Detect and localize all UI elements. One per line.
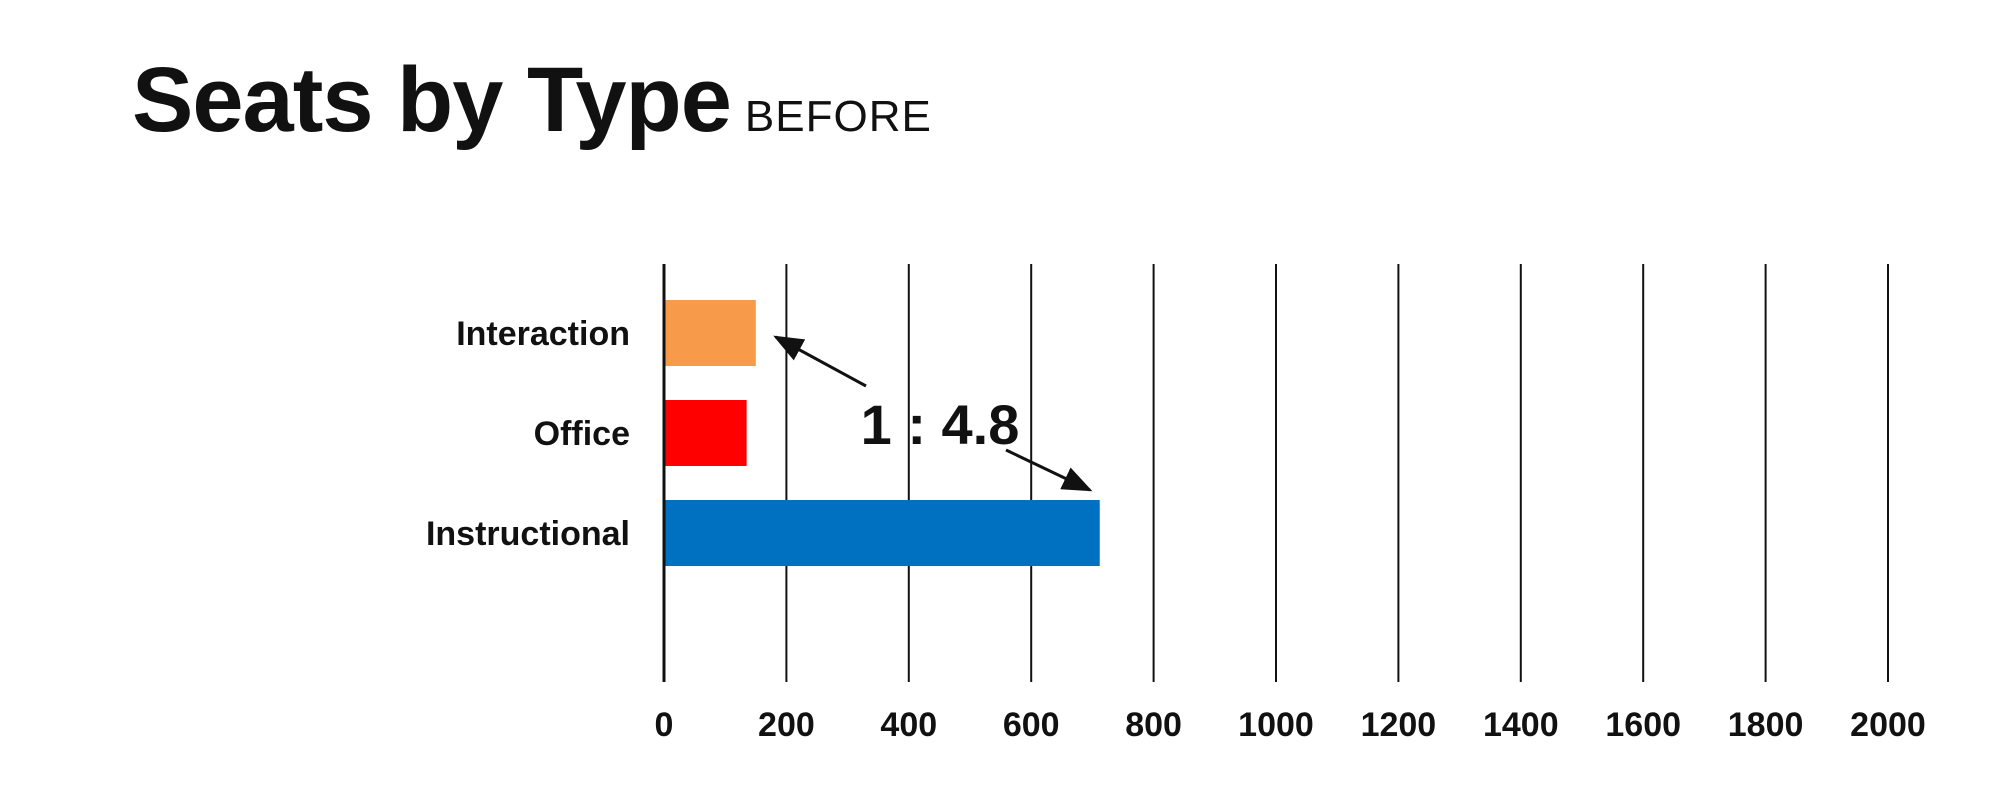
x-tick-label-1800: 1800 (1728, 706, 1804, 744)
category-label-office: Office (534, 415, 630, 453)
ratio-arrow-down (1005, 448, 1093, 492)
x-tick-label-0: 0 (655, 706, 674, 744)
bars (664, 300, 1100, 566)
x-tick-label-800: 800 (1125, 706, 1182, 744)
category-label-interaction: Interaction (456, 315, 630, 353)
bar-interaction (664, 300, 756, 366)
x-tick-label-400: 400 (880, 706, 937, 744)
bar-office (664, 400, 747, 466)
x-tick-label-600: 600 (1003, 706, 1060, 744)
x-tick-label-200: 200 (758, 706, 815, 744)
category-label-instructional: Instructional (426, 515, 630, 553)
chart-title-block: Seats by Type BEFORE (132, 48, 932, 153)
x-tick-label-1000: 1000 (1238, 706, 1314, 744)
bar-instructional (664, 500, 1100, 566)
grid-lines (785, 264, 1889, 682)
ratio-label: 1 : 4.8 (861, 393, 1020, 456)
ratio-annotation: 1 : 4.8 (773, 335, 1093, 492)
x-tick-label-1600: 1600 (1605, 706, 1681, 744)
ratio-arrow-up (773, 335, 867, 388)
chart-subtitle: BEFORE (744, 92, 932, 141)
labels: 0 200 400 600 800 1000 1200 1400 1600 1800 2000 Int… (426, 315, 1926, 744)
x-tick-label-2000: 2000 (1850, 706, 1926, 744)
x-tick-label-1200: 1200 (1361, 706, 1437, 744)
x-tick-label-1400: 1400 (1483, 706, 1559, 744)
chart-title: Seats by Type (132, 49, 732, 151)
